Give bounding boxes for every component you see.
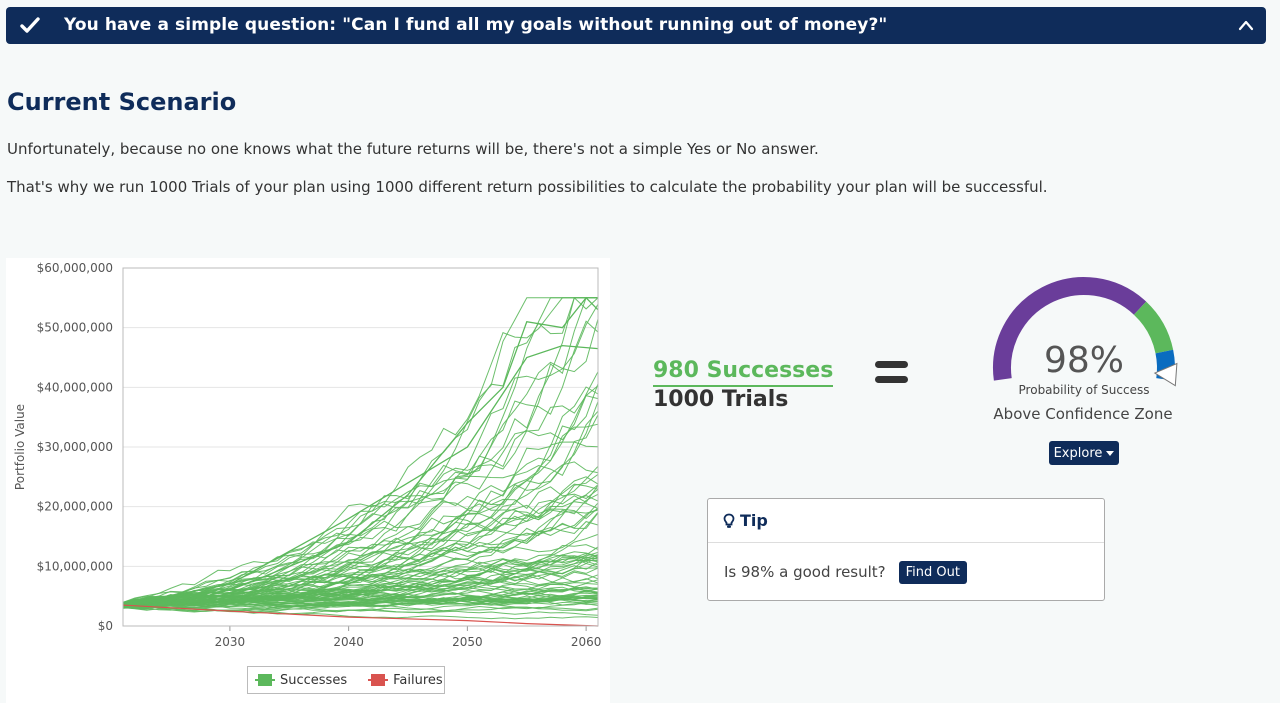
legend-label-successes: Successes — [280, 672, 348, 688]
plot-frame — [122, 267, 599, 627]
lightbulb-icon — [723, 513, 735, 528]
chart-legend: Successes Failures — [247, 666, 445, 694]
tip-title: Tip — [740, 511, 768, 530]
tip-panel: Tip Is 98% a good result? Find Out — [707, 498, 1105, 601]
confidence-zone-label: Above Confidence Zone — [993, 405, 1173, 423]
question-banner[interactable]: You have a simple question: "Can I fund … — [6, 7, 1266, 44]
probability-percent: 98% — [1043, 340, 1124, 381]
probability-label: Probability of Success — [1018, 383, 1150, 397]
y-tick-label: $40,000,000 — [37, 380, 113, 394]
success-series-line — [122, 502, 599, 604]
gauge-marker — [1153, 362, 1178, 387]
y-tick-label: $30,000,000 — [37, 440, 113, 454]
success-series-line — [122, 296, 599, 606]
success-series-line — [122, 297, 599, 605]
caret-down-icon — [1106, 450, 1115, 456]
success-series-line — [122, 297, 598, 604]
success-series-line — [122, 485, 599, 605]
portfolio-chart: $0 $10,000,000 $20,000,000 $30,000,000 $40,0… — [6, 258, 610, 703]
probability-gauge — [993, 277, 1178, 387]
gauge-arc-confidence-zone — [1133, 301, 1174, 354]
success-series-line — [122, 556, 599, 606]
gauge-arc-below-zone — [993, 277, 1147, 381]
page-title: Current Scenario — [7, 88, 237, 116]
explore-label: Explore — [1053, 445, 1103, 461]
success-series-line — [122, 509, 599, 608]
success-series-line — [122, 486, 599, 603]
chevron-up-icon[interactable] — [1238, 18, 1254, 32]
banner-title: You have a simple question: "Can I fund … — [64, 15, 888, 35]
legend-swatch-failures — [368, 674, 389, 686]
find-out-button[interactable]: Find Out — [898, 560, 967, 584]
success-series-line — [122, 588, 599, 604]
explore-button[interactable]: Explore — [1049, 441, 1119, 465]
y-axis-label: Portfolio Value — [13, 404, 27, 490]
success-series-line — [122, 578, 599, 607]
explanation-text: Unfortunately, because no one knows what… — [7, 140, 819, 158]
tip-header: Tip — [708, 499, 1104, 543]
y-tick-label: $60,000,000 — [37, 261, 113, 275]
portfolio-chart-svg: $0 $10,000,000 $20,000,000 $30,000,000 $40,0… — [13, 261, 602, 649]
success-series-line — [122, 583, 599, 608]
legend-item-successes[interactable]: Successes — [255, 672, 348, 688]
x-tick-label: 2060 — [571, 635, 602, 649]
failure-series-line — [122, 604, 599, 627]
success-ratio: 980 Successes 1000 Trials — [653, 357, 834, 413]
success-series-line — [122, 344, 599, 606]
y-tick-label: $0 — [98, 619, 113, 633]
tip-body: Is 98% a good result? Find Out — [708, 543, 1104, 601]
trials-count: 1000 Trials — [653, 387, 789, 412]
success-series-line — [122, 297, 598, 605]
success-series-line — [122, 371, 599, 604]
equals-icon — [875, 361, 908, 383]
success-series-line — [122, 597, 599, 612]
success-series-line — [122, 605, 599, 620]
legend-item-failures[interactable]: Failures — [368, 672, 443, 688]
successes-count: 980 Successes — [653, 357, 834, 387]
success-series-line — [122, 297, 598, 603]
tip-question: Is 98% a good result? — [724, 563, 886, 581]
check-icon — [20, 17, 40, 33]
y-tick-label: $50,000,000 — [37, 321, 113, 335]
legend-swatch-successes — [255, 674, 275, 686]
success-series-line — [122, 320, 599, 604]
y-tick-label: $20,000,000 — [37, 500, 113, 514]
success-series-line — [122, 546, 599, 605]
x-tick-label: 2050 — [452, 635, 483, 649]
success-series-line — [122, 592, 599, 609]
trials-explanation-text: That's why we run 1000 Trials of your pl… — [7, 178, 1048, 196]
legend-label-failures: Failures — [393, 672, 443, 688]
y-tick-label: $10,000,000 — [37, 559, 113, 573]
success-series-line — [122, 476, 599, 605]
success-series-line — [122, 441, 599, 609]
x-tick-label: 2030 — [215, 635, 246, 649]
x-tick-label: 2040 — [333, 635, 364, 649]
